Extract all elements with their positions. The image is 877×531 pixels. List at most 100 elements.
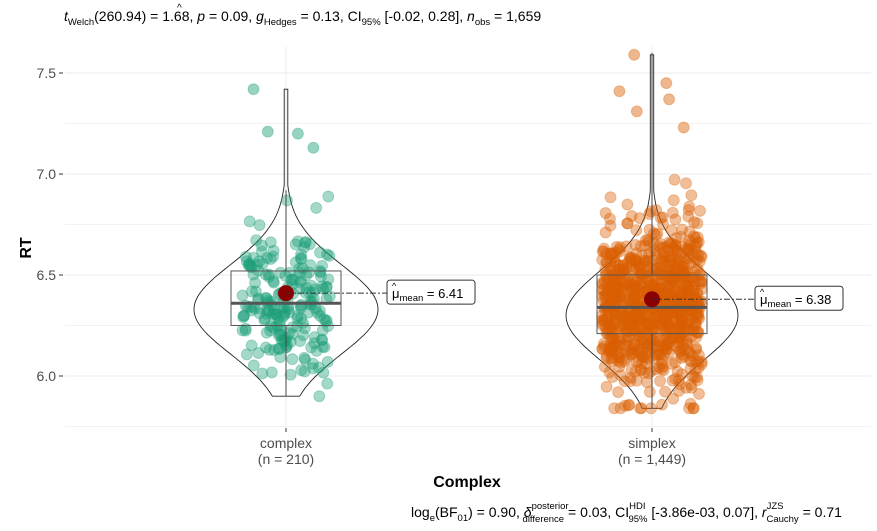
data-point [621,217,634,230]
data-point [250,234,263,247]
data-point [679,311,691,324]
data-point [623,310,636,323]
data-point [641,233,654,246]
data-point [624,375,637,388]
data-point [604,331,617,344]
data-point [618,268,631,281]
caption-bf: 0.90 [489,504,516,520]
data-point [602,311,615,324]
title-effsize: 0.13 [313,8,340,24]
data-point [660,338,672,351]
data-point [281,338,293,351]
data-point [243,215,256,228]
data-point [657,246,669,259]
data-point [645,402,658,415]
data-point [600,256,613,269]
data-point [635,249,648,262]
data-point [642,340,655,353]
data-point [658,280,671,293]
data-point [613,290,626,303]
data-point [682,244,695,257]
y-tick-label: 6.5 [37,267,57,283]
data-point [661,289,674,301]
data-point [247,251,260,264]
data-point [641,260,654,273]
data-point [253,255,266,268]
data-point [631,273,644,285]
caption-bf-inner: BF [440,504,458,520]
data-point [688,371,701,384]
data-point [623,276,636,289]
data-point [623,398,636,411]
data-point [623,269,636,282]
data-point [600,326,613,339]
data-point [665,250,678,263]
data-point [691,217,704,230]
data-point [614,402,627,415]
data-point [275,334,288,347]
data-point [618,355,631,367]
data-point [664,324,677,337]
data-point [617,259,629,272]
data-point [605,286,618,299]
data-point [616,320,628,333]
data-point [665,278,678,291]
data-point [299,236,312,249]
data-point [291,235,304,248]
data-point [284,368,297,381]
data-point [658,314,671,327]
data-point [264,236,277,249]
title-ci: [-0.02, 0.28] [385,8,460,24]
data-point [680,323,693,336]
data-point [625,254,638,266]
data-point [687,402,700,415]
data-point [281,194,293,207]
data-point [320,280,333,293]
data-point [693,267,706,280]
data-point [314,266,327,279]
data-point [286,328,299,341]
data-point [240,348,253,361]
data-point [614,245,626,258]
y-tick-label: 7.5 [37,65,57,81]
data-point [682,252,695,265]
data-point [604,319,617,332]
data-point [605,247,618,260]
data-point [261,252,273,264]
caption-bf-sub: e [430,513,435,524]
data-point [314,309,327,322]
data-point [613,335,626,348]
data-point [607,293,620,306]
data-point [661,279,674,292]
data-point [619,280,632,293]
data-point [618,309,631,322]
data-point [677,264,690,277]
data-point [646,254,659,267]
x-tick-label: simplex [628,435,675,451]
data-point [295,248,308,261]
data-point [616,264,629,277]
data-point [681,278,694,291]
data-point [606,331,619,344]
data-point [669,262,682,275]
data-point [672,342,685,354]
data-point [643,315,656,328]
data-point [612,280,624,293]
data-point [653,361,666,374]
gridlines [65,46,871,427]
data-point [666,269,679,282]
data-point [608,275,621,288]
data-point [598,275,611,288]
data-point [645,365,658,378]
data-point [615,309,628,322]
data-point-outlier [660,77,673,90]
data-point [630,314,643,327]
data-point [676,260,689,273]
data-point [666,273,679,286]
data-point [690,287,703,300]
data-point [683,402,696,415]
data-point [609,256,622,269]
data-point [647,237,660,250]
data-point [681,264,694,277]
data-point [671,316,684,329]
